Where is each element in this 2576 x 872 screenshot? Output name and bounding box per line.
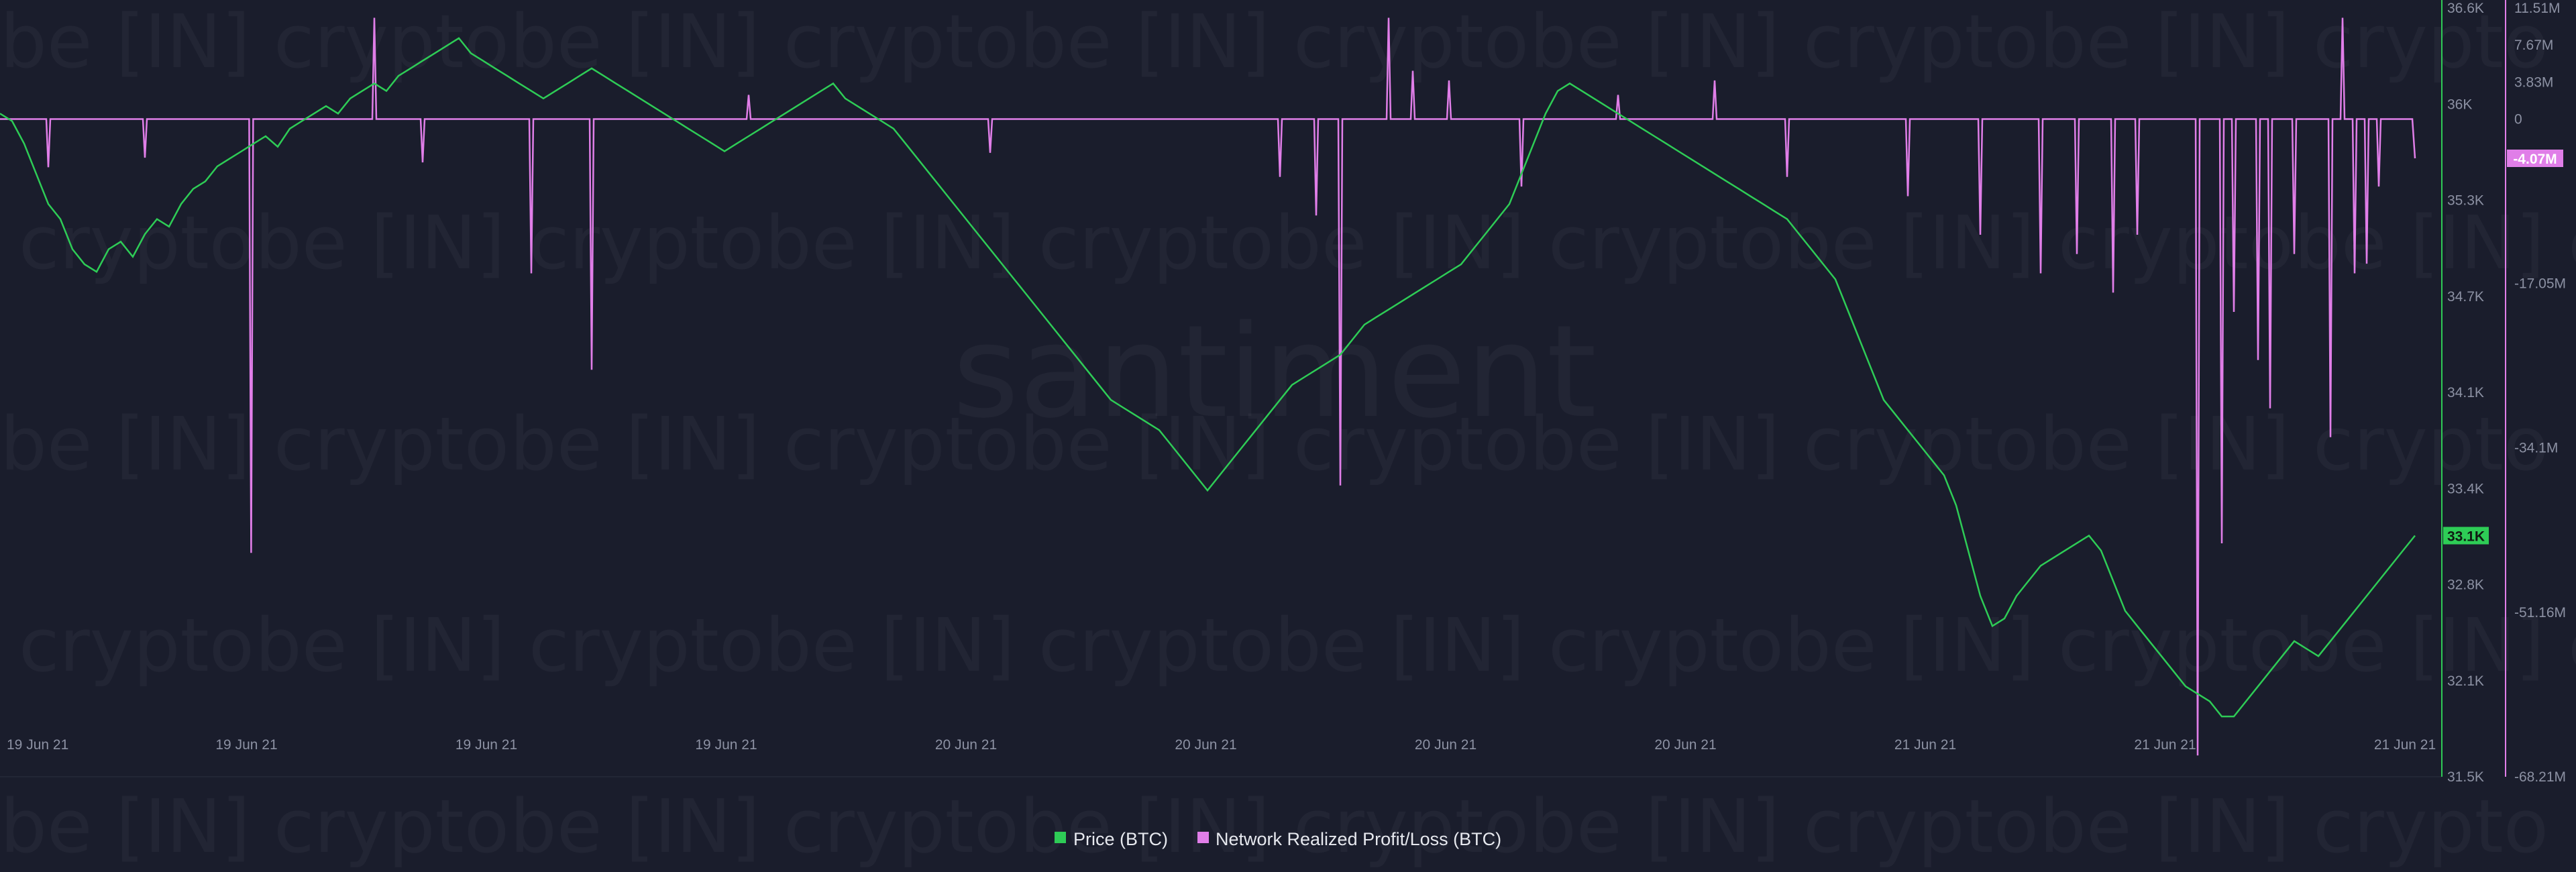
pnl-tick-label: 0 xyxy=(2514,112,2522,127)
pnl-tick-label: -17.05M xyxy=(2514,276,2566,292)
pnl-axis-ticks: 11.51M 7.67M 3.83M 0 -17.05M -34.1M -51.16M -68… xyxy=(2514,1,2566,785)
pnl-tick-label: -51.16M xyxy=(2514,605,2566,620)
svg-text:be [IN] crypto: be [IN] crypto xyxy=(2039,401,2548,487)
price-tick-label: 31.5K xyxy=(2447,769,2484,785)
svg-text:santiment: santiment xyxy=(953,298,1597,446)
x-tick-label: 20 Jun 21 xyxy=(1654,737,1716,753)
price-tick-label: 32.1K xyxy=(2447,673,2484,689)
svg-text:be [IN] crypto: be [IN] crypto xyxy=(1529,401,2039,487)
x-tick-label: 19 Jun 21 xyxy=(695,737,757,753)
svg-text:be [IN] crypto: be [IN] crypto xyxy=(1020,0,1529,85)
legend-pnl-swatch xyxy=(1197,832,1209,843)
price-axis-ticks: 36.6K 36K 35.3K 34.7K 34.1K 33.4K 32.8K 32.1K 31… xyxy=(2447,1,2484,785)
pnl-tick-label: -68.21M xyxy=(2514,769,2566,785)
svg-text:be [IN] crypto: be [IN] crypto xyxy=(1784,200,2294,286)
svg-text:be [IN] crypto: be [IN] crypto xyxy=(255,200,764,286)
pnl-line xyxy=(0,17,2416,756)
price-tick-label: 34.7K xyxy=(2447,289,2484,305)
svg-text:be [IN] crypto: be [IN] crypto xyxy=(0,200,254,286)
pnl-last-badge-label: -4.07M xyxy=(2513,152,2557,167)
pnl-tick-label: 11.51M xyxy=(2514,1,2561,16)
svg-text:be [IN] crypto: be [IN] crypto xyxy=(255,602,764,688)
svg-text:be [IN] crypto: be [IN] crypto xyxy=(0,0,509,85)
legend-price-swatch xyxy=(1055,832,1066,843)
x-tick-label: 20 Jun 21 xyxy=(1175,737,1236,753)
value-badges: 33.1K -4.07M xyxy=(2443,150,2563,545)
price-tick-label: 33.4K xyxy=(2447,481,2484,496)
price-tick-label: 35.3K xyxy=(2447,193,2484,209)
svg-text:be [IN] crypto: be [IN] crypto xyxy=(1529,783,2039,869)
x-tick-label: 19 Jun 21 xyxy=(215,737,277,753)
price-line xyxy=(0,37,2416,718)
price-tick-label: 34.1K xyxy=(2447,385,2484,400)
x-axis-ticks: 19 Jun 21 19 Jun 21 19 Jun 21 19 Jun 21 20 J… xyxy=(7,737,2436,753)
svg-text:be [IN] crypto: be [IN] crypto xyxy=(510,401,1019,487)
legend-pnl-label: Network Realized Profit/Loss (BTC) xyxy=(1216,829,1501,849)
x-tick-label: 19 Jun 21 xyxy=(455,737,517,753)
svg-text:be [IN] crypto: be [IN] crypto xyxy=(765,200,1274,286)
pnl-last-badge xyxy=(2507,150,2563,167)
svg-text:be [IN] crypto: be [IN] crypto xyxy=(2039,783,2548,869)
svg-text:be [IN] crypto: be [IN] crypto xyxy=(1020,783,1529,869)
svg-text:be [IN] crypto: be [IN] crypto xyxy=(1784,602,2294,688)
pnl-tick-label: 3.83M xyxy=(2514,74,2553,90)
price-tick-label: 36.6K xyxy=(2447,1,2484,16)
legend-price-label: Price (BTC) xyxy=(1073,829,1168,849)
pnl-tick-label: -34.1M xyxy=(2514,441,2558,456)
svg-text:be [IN] crypto: be [IN] crypto xyxy=(510,783,1019,869)
svg-text:be [IN] crypto: be [IN] crypto xyxy=(1529,0,2039,85)
svg-text:be [IN] crypto: be [IN] crypto xyxy=(1275,200,1784,286)
pnl-tick-label: 7.67M xyxy=(2514,38,2553,53)
x-tick-label: 21 Jun 21 xyxy=(1894,737,1956,753)
svg-text:be [IN] crypto: be [IN] crypto xyxy=(1275,602,1784,688)
svg-text:be [IN] crypto: be [IN] crypto xyxy=(2294,200,2576,286)
price-tick-label: 32.8K xyxy=(2447,578,2484,593)
x-tick-label: 19 Jun 21 xyxy=(7,737,68,753)
price-series xyxy=(0,37,2416,718)
x-tick-label: 21 Jun 21 xyxy=(2374,737,2436,753)
svg-text:be [IN] crypto: be [IN] crypto xyxy=(0,602,254,688)
svg-text:be [IN] crypto: be [IN] crypto xyxy=(0,783,509,869)
x-tick-label: 20 Jun 21 xyxy=(1415,737,1477,753)
svg-text:be [IN] crypto: be [IN] crypto xyxy=(765,602,1274,688)
price-tick-label: 36K xyxy=(2447,97,2472,112)
svg-text:be [IN] crypto: be [IN] crypto xyxy=(0,401,509,487)
legend: Price (BTC) Network Realized Profit/Loss … xyxy=(1055,829,1501,849)
x-tick-label: 20 Jun 21 xyxy=(935,737,997,753)
price-last-badge-label: 33.1K xyxy=(2447,529,2485,545)
price-last-badge xyxy=(2443,527,2489,545)
pnl-series xyxy=(0,17,2416,756)
x-tick-label: 21 Jun 21 xyxy=(2134,737,2196,753)
